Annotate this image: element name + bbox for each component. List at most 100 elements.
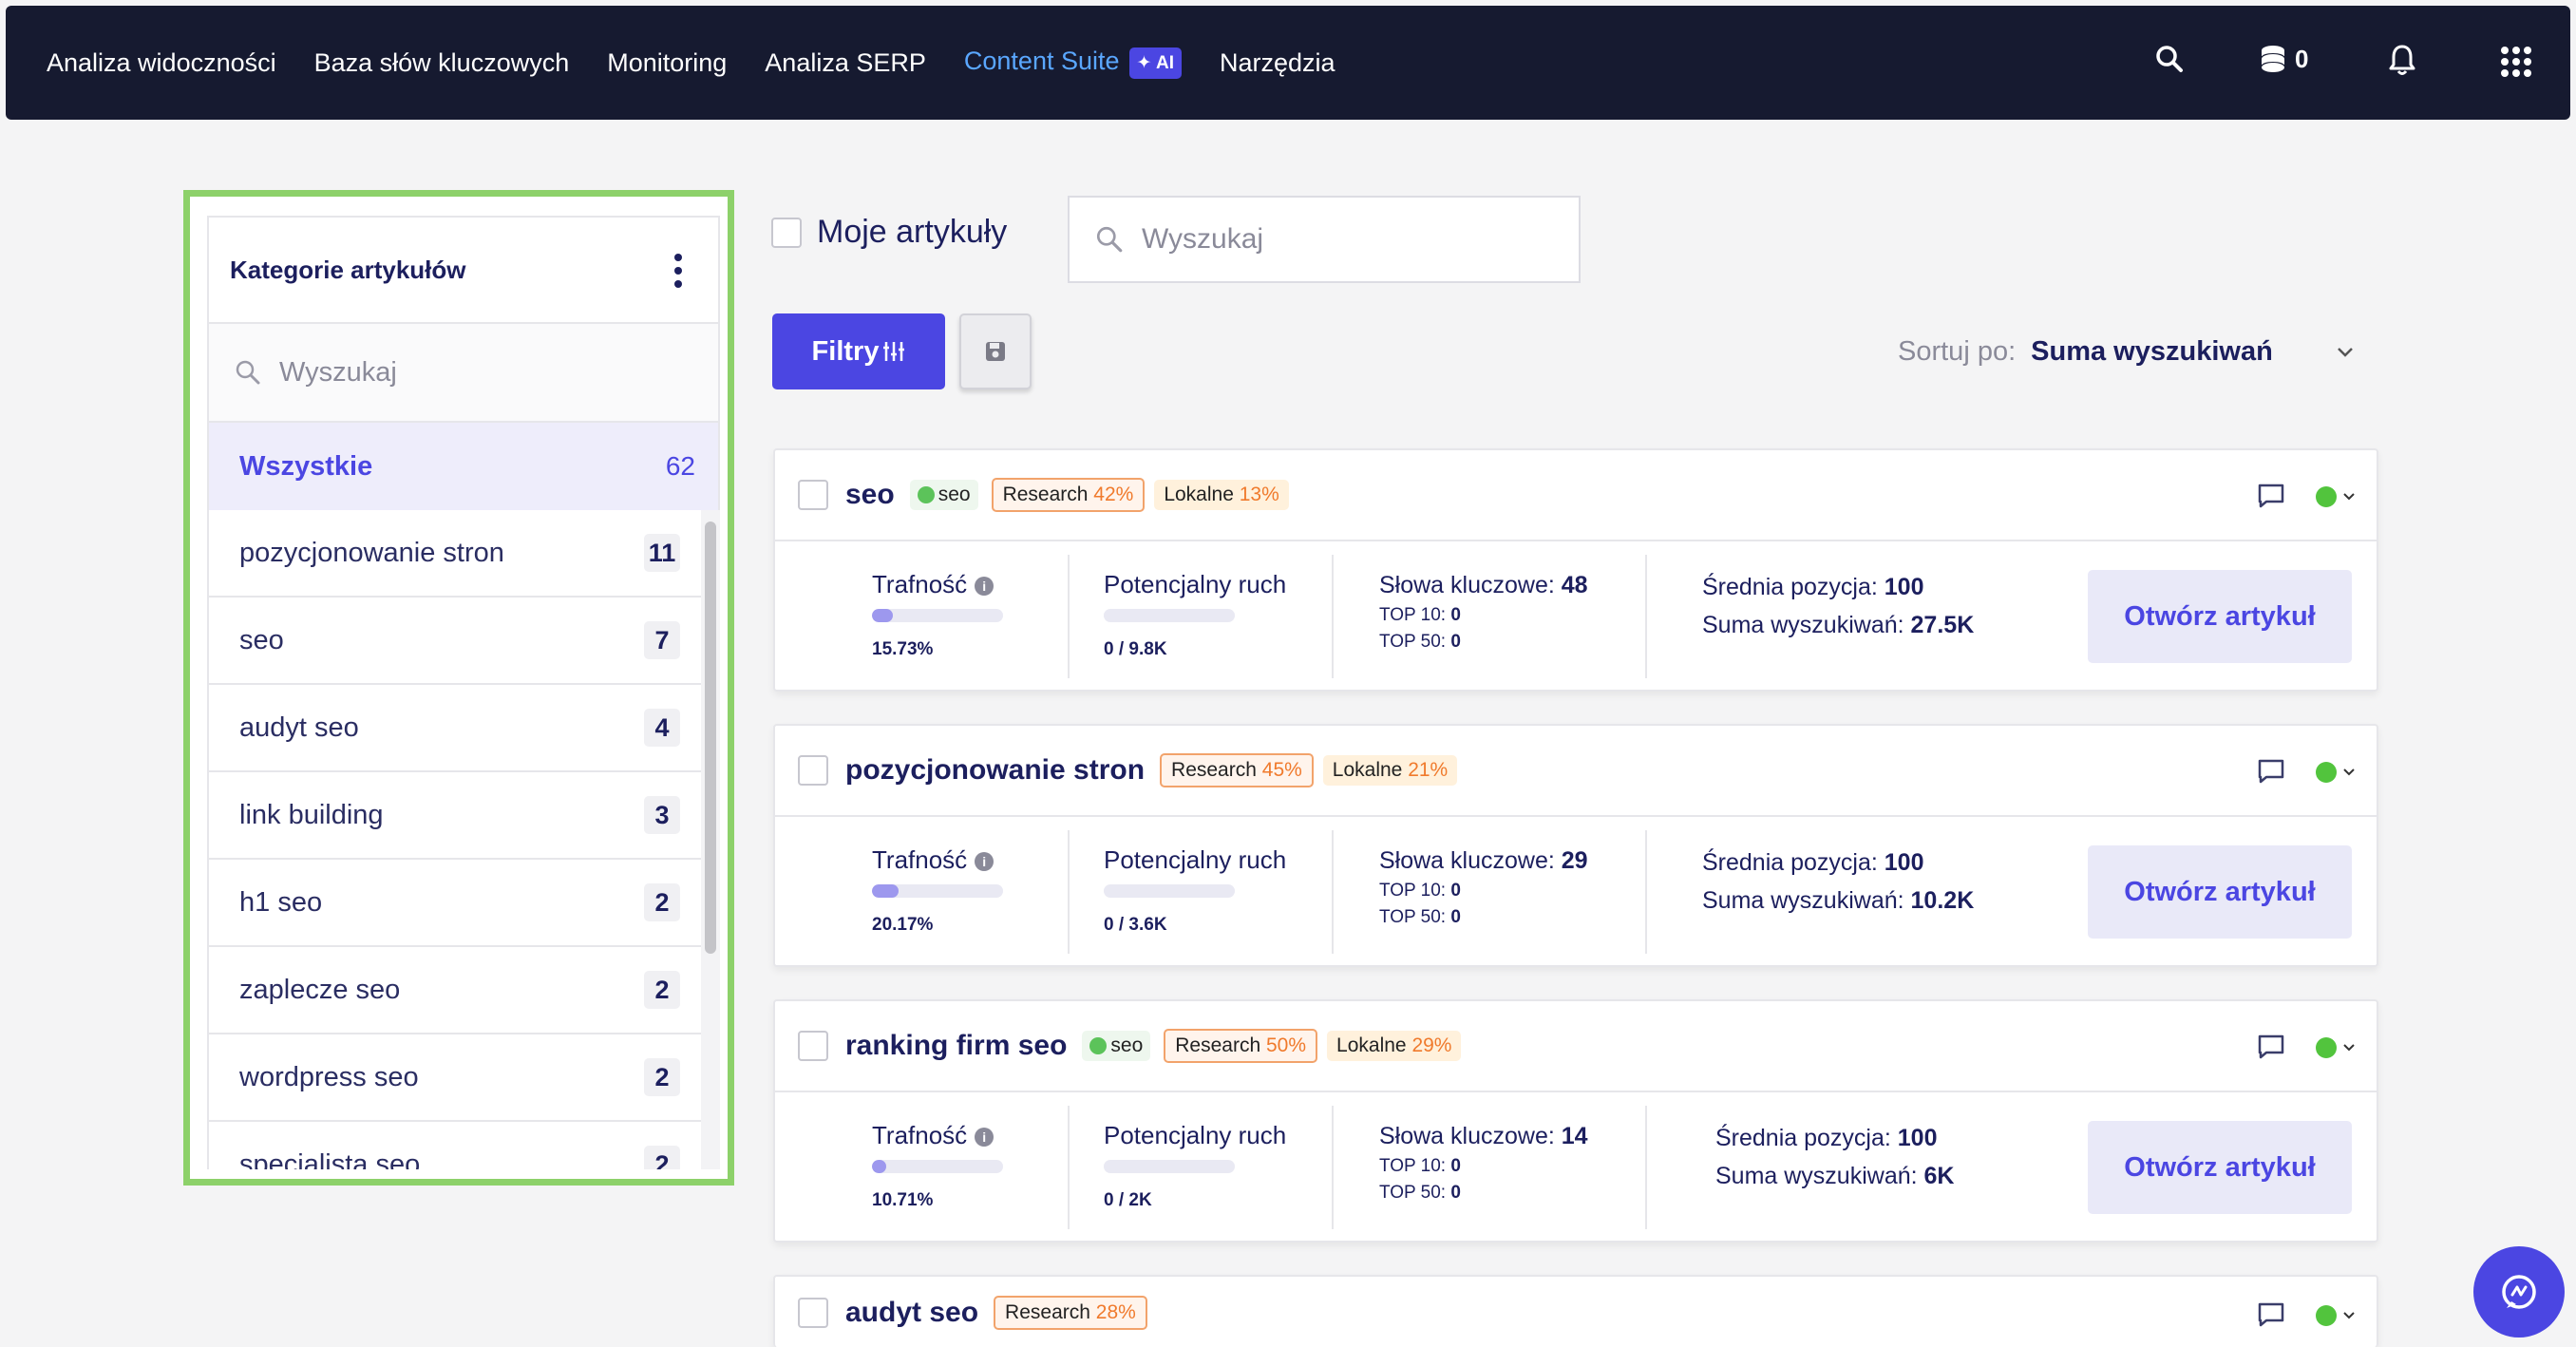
category-item[interactable]: h1 seo 2 <box>209 860 701 947</box>
avg-position-label: Średnia pozycja: <box>1702 849 1878 876</box>
comment-icon[interactable] <box>2257 483 2285 514</box>
bell-icon[interactable] <box>2388 44 2416 81</box>
relevance-bar <box>872 609 1003 622</box>
category-label: specjalista seo <box>239 1149 644 1170</box>
content-suite-label: Content Suite <box>964 47 1120 75</box>
local-percent: 29% <box>1411 1034 1451 1056</box>
local-percent: 21% <box>1408 759 1448 781</box>
open-article-button[interactable]: Otwórz artykuł <box>2088 1121 2352 1214</box>
my-articles-toggle[interactable]: Moje artykuły <box>771 214 1007 251</box>
comment-icon[interactable] <box>2257 1301 2285 1333</box>
traffic-value: 0 / 9.8K <box>1104 639 1286 660</box>
save-filters-button[interactable] <box>959 313 1032 389</box>
avg-position-value: 100 <box>1898 1125 1938 1151</box>
search-sum-label: Suma wyszukiwań: <box>1715 1163 1918 1189</box>
nav-item-visibility[interactable]: Analiza widoczności <box>47 48 276 78</box>
open-article-button[interactable]: Otwórz artykuł <box>2088 845 2352 939</box>
article-card-header: audyt seo Research 28% <box>775 1277 2377 1347</box>
nav-item-content-suite[interactable]: Content Suite ✦ AI <box>964 47 1182 78</box>
info-icon[interactable]: i <box>975 577 994 596</box>
article-search-input[interactable]: Wyszukaj <box>1068 196 1581 283</box>
traffic-bar <box>1104 609 1235 622</box>
research-percent: 45% <box>1262 759 1302 781</box>
article-card: pozycjonowanie stron Research 45% Lokaln… <box>773 724 2378 967</box>
article-card: ranking firm seo seo Research 50% Lokaln… <box>773 999 2378 1243</box>
my-articles-checkbox[interactable] <box>771 218 802 248</box>
article-card-header: pozycjonowanie stron Research 45% Lokaln… <box>775 726 2377 817</box>
divider <box>1332 555 1334 678</box>
category-panel-title: Kategorie artykułów <box>230 256 466 285</box>
comment-icon[interactable] <box>2257 758 2285 789</box>
category-label: seo <box>239 625 644 656</box>
article-checkbox[interactable] <box>798 1298 828 1328</box>
category-item[interactable]: link building 3 <box>209 772 701 860</box>
open-article-button[interactable]: Otwórz artykuł <box>2088 570 2352 663</box>
sort-value: Suma wyszukiwań <box>2031 336 2273 368</box>
chevron-down-icon <box>2342 768 2356 777</box>
category-panel: Kategorie artykułów Wyszukaj Wszystkie 6… <box>183 190 734 1186</box>
divider <box>1645 1106 1647 1229</box>
local-tag: Lokalne 13% <box>1154 480 1288 510</box>
category-item[interactable]: pozycjonowanie stron 11 <box>209 510 701 598</box>
relevance-bar <box>872 1160 1003 1173</box>
article-title[interactable]: audyt seo <box>845 1297 978 1329</box>
category-item[interactable]: wordpress seo 2 <box>209 1034 701 1122</box>
sliders-icon <box>882 340 905 363</box>
top10-label: TOP 10: <box>1379 1156 1446 1176</box>
category-item-all[interactable]: Wszystkie 62 <box>207 423 720 510</box>
comment-icon[interactable] <box>2257 1034 2285 1065</box>
divider <box>1645 830 1647 954</box>
info-icon[interactable]: i <box>975 1128 994 1147</box>
status-dot <box>2316 762 2337 783</box>
avg-position-label: Średnia pozycja: <box>1702 574 1878 600</box>
search-icon[interactable] <box>2154 44 2185 79</box>
traffic-label: Potencjalny ruch <box>1104 1121 1286 1150</box>
status-dropdown[interactable] <box>2316 1037 2356 1058</box>
research-tag: Research 28% <box>994 1296 1147 1330</box>
coins-icon <box>2259 44 2287 74</box>
nav-item-monitoring[interactable]: Monitoring <box>607 48 727 78</box>
status-dropdown[interactable] <box>2316 762 2356 783</box>
category-item[interactable]: specjalista seo 2 <box>209 1122 701 1169</box>
keywords-label: Słowa kluczowe: <box>1379 572 1555 598</box>
category-search-input[interactable]: Wyszukaj <box>207 322 720 423</box>
seo-tag-label: seo <box>938 484 971 506</box>
category-scrollbar[interactable] <box>701 510 720 1169</box>
article-checkbox[interactable] <box>798 1031 828 1061</box>
article-title[interactable]: seo <box>845 479 895 511</box>
more-options-icon[interactable] <box>674 254 682 294</box>
research-tag-label: Research <box>1175 1034 1260 1056</box>
seo-tag: seo <box>1082 1031 1150 1061</box>
sort-dropdown[interactable]: Sortuj po: Suma wyszukiwań <box>1898 336 2355 368</box>
research-tag: Research 50% <box>1164 1029 1317 1063</box>
support-chat-button[interactable] <box>2473 1246 2565 1338</box>
nav-item-tools[interactable]: Narzędzia <box>1220 48 1335 78</box>
coins-counter[interactable]: 0 <box>2259 44 2308 74</box>
article-search-placeholder: Wyszukaj <box>1142 223 1263 256</box>
category-item[interactable]: seo 7 <box>209 598 701 685</box>
my-articles-label: Moje artykuły <box>817 214 1007 251</box>
nav-item-serp[interactable]: Analiza SERP <box>765 48 926 78</box>
info-icon[interactable]: i <box>975 852 994 871</box>
category-list[interactable]: pozycjonowanie stron 11 seo 7 audyt seo 4 l… <box>207 510 701 1169</box>
category-item[interactable]: audyt seo 4 <box>209 685 701 772</box>
nav-item-keywords-db[interactable]: Baza słów kluczowych <box>314 48 570 78</box>
apps-grid-icon[interactable] <box>2500 46 2532 83</box>
top10-value: 0 <box>1450 1156 1461 1176</box>
filters-button[interactable]: Filtry <box>772 313 945 389</box>
ai-badge: ✦ AI <box>1129 47 1183 79</box>
category-count: 7 <box>644 621 680 659</box>
article-title[interactable]: ranking firm seo <box>845 1030 1067 1062</box>
article-checkbox[interactable] <box>798 480 828 510</box>
status-dropdown[interactable] <box>2316 1305 2356 1326</box>
category-item[interactable]: zaplecze seo 2 <box>209 947 701 1034</box>
article-title[interactable]: pozycjonowanie stron <box>845 754 1145 787</box>
search-icon <box>1094 224 1125 255</box>
article-checkbox[interactable] <box>798 755 828 786</box>
scrollbar-thumb[interactable] <box>705 522 716 954</box>
traffic-metric: Potencjalny ruch 0 / 2K <box>1104 1121 1286 1244</box>
status-dropdown[interactable] <box>2316 486 2356 507</box>
category-label: h1 seo <box>239 887 644 919</box>
coins-count: 0 <box>2295 45 2308 74</box>
article-card-header: seo seo Research 42% Lokalne 13% <box>775 450 2377 541</box>
